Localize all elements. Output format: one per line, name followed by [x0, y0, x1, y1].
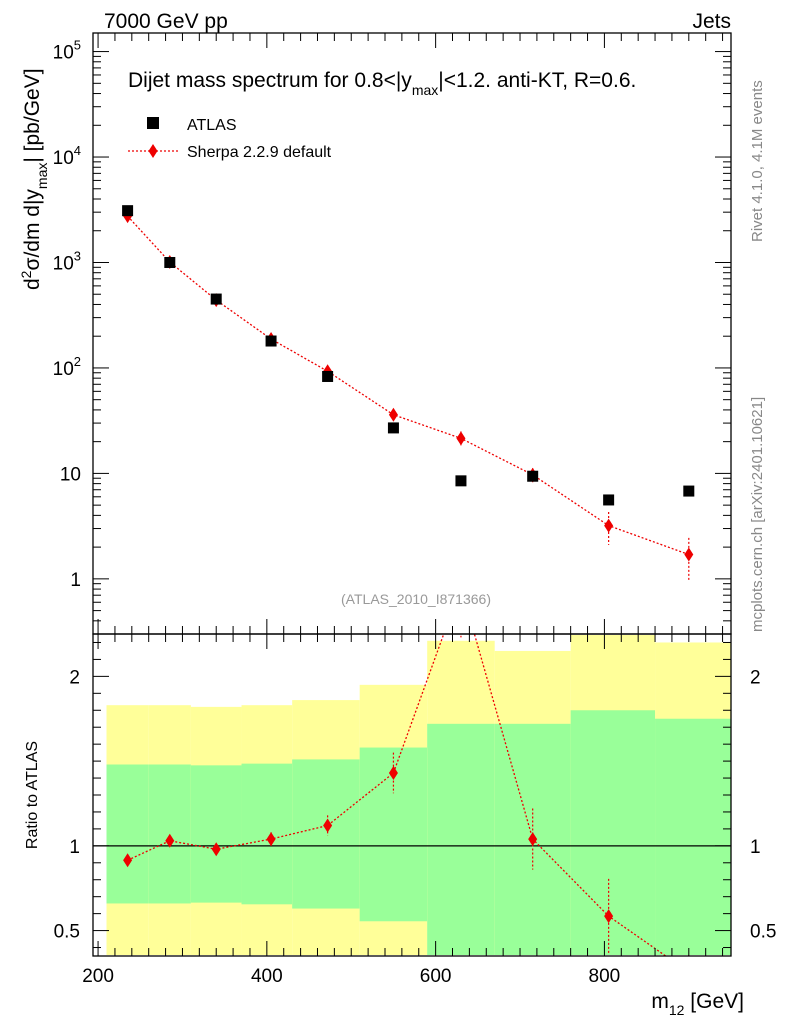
x-tick-label: 200	[82, 966, 114, 987]
atlas-point	[164, 256, 176, 268]
x-tick-label: 400	[251, 966, 283, 987]
y-tick-label-main: 1	[70, 570, 81, 591]
y-tick-label-ratio-right: 2	[750, 667, 761, 688]
y-axis-label-ratio: Ratio to ATLAS	[24, 741, 41, 849]
legend-sherpa-marker	[148, 144, 158, 158]
atlas-point	[603, 494, 615, 506]
y-axis-label-main: d2σ/dm d|ymax| [pb/GeV]	[18, 68, 50, 290]
y-tick-label-main: 103	[53, 248, 81, 274]
ratio-point	[323, 818, 333, 833]
ratio-panel	[93, 634, 731, 979]
ratio-point	[165, 833, 175, 848]
atlas-point	[322, 370, 334, 382]
sherpa-point	[684, 547, 694, 562]
inner-band-bin	[292, 759, 360, 909]
y-tick-label-exp: 3	[74, 248, 81, 263]
ratio-point	[684, 965, 693, 979]
atlas-point	[210, 293, 222, 305]
chart-title-rest: |<1.2. anti-KT, R=0.6.	[438, 69, 636, 92]
ratio-point	[211, 842, 221, 857]
y-tick-label-exp: 5	[74, 38, 81, 53]
inner-band-bin	[190, 765, 242, 903]
y-tick-label-ratio: 0.5	[54, 922, 80, 943]
atlas-point	[527, 470, 539, 482]
ratio-point	[388, 765, 398, 780]
y-tick-label-ratio-right: 0.5	[750, 922, 776, 943]
sherpa-point	[604, 518, 614, 533]
mcplots-label: mcplots.cern.ch [arXiv:2401.10621]	[749, 397, 766, 632]
chart-title-main: Dijet mass spectrum for 0.8<|y	[128, 69, 412, 92]
chart-title: Dijet mass spectrum for 0.8<|ymax|<1.2. …	[128, 69, 636, 98]
inner-band-bin	[241, 763, 293, 905]
atlas-point	[387, 422, 399, 434]
legend-atlas-marker	[147, 117, 159, 129]
y-tick-label-main: 105	[53, 38, 81, 64]
sherpa-point	[388, 407, 398, 422]
legend-atlas-label: ATLAS	[187, 117, 237, 134]
x-tick-label: 800	[589, 966, 621, 987]
inner-band-bin	[427, 723, 495, 955]
ratio-line	[127, 634, 667, 956]
sherpa-point	[456, 431, 466, 446]
y-tick-label-main: 10	[60, 464, 81, 485]
rivet-label: Rivet 4.1.0, 4.1M events	[749, 80, 766, 242]
x-axis-label: m12 [GeV]	[651, 990, 744, 1018]
y-tick-label-ratio: 2	[69, 667, 80, 688]
main-panel	[93, 33, 731, 635]
inner-band-bin	[570, 710, 656, 955]
y-tick-label-main: 102	[53, 354, 81, 380]
x-tick-label: 600	[420, 966, 452, 987]
inner-band-bin	[655, 718, 731, 955]
ratio-point	[123, 853, 133, 868]
y-tick-label-exp: 4	[74, 143, 81, 158]
atlas-point	[122, 205, 134, 217]
y-tick-label-main: 104	[53, 143, 81, 169]
sherpa-line	[127, 215, 690, 556]
legend-sherpa-label: Sherpa 2.2.9 default	[187, 144, 332, 161]
ratio-point	[528, 832, 538, 847]
y-tick-label-base: 10	[53, 253, 74, 274]
y-tick-label-ratio: 1	[69, 837, 80, 858]
atlas-point	[455, 475, 467, 487]
y-tick-label-exp: 2	[74, 354, 81, 369]
ratio-bands-layer	[106, 635, 731, 955]
atlas-point	[683, 485, 695, 497]
analysis-id: (ATLAS_2010_I871366)	[341, 591, 491, 607]
y-tick-label-base: 10	[53, 148, 74, 169]
ratio-point	[266, 832, 276, 847]
header-left: 7000 GeV pp	[104, 10, 228, 33]
y-tick-label-base: 10	[53, 43, 74, 64]
y-tick-label-ratio-right: 1	[750, 837, 761, 858]
chart-title-sub: max	[412, 82, 438, 98]
atlas-point	[265, 335, 277, 347]
header-right: Jets	[692, 10, 731, 33]
inner-band-bin	[106, 764, 149, 904]
y-tick-label-base: 10	[53, 359, 74, 380]
ratio-point	[604, 909, 614, 924]
